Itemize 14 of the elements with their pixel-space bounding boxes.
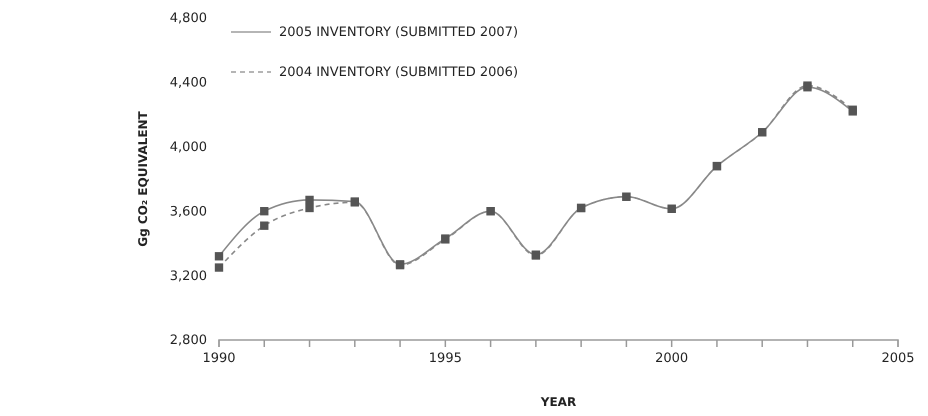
x-tick-label: 1995: [428, 351, 462, 366]
x-axis-title: YEAR: [540, 395, 576, 409]
x-tick-label: 2000: [655, 351, 688, 366]
y-tick-label: 2,800: [170, 333, 207, 348]
y-tick-label: 4,800: [170, 11, 207, 26]
y-tick-label: 4,400: [170, 76, 207, 91]
x-tick-label: 1990: [202, 351, 236, 366]
x-tick-label: 2005: [881, 351, 915, 366]
legend-label: 2005 INVENTORY (SUBMITTED 2007): [279, 25, 518, 40]
y-axis-title: Gg CO₂ EQUIVALENT: [136, 110, 150, 247]
legend-label: 2004 INVENTORY (SUBMITTED 2006): [279, 65, 518, 80]
y-tick-label: 4,000: [170, 140, 207, 155]
y-tick-label: 3,200: [170, 268, 207, 284]
y-tick-label: 3,600: [170, 204, 207, 220]
